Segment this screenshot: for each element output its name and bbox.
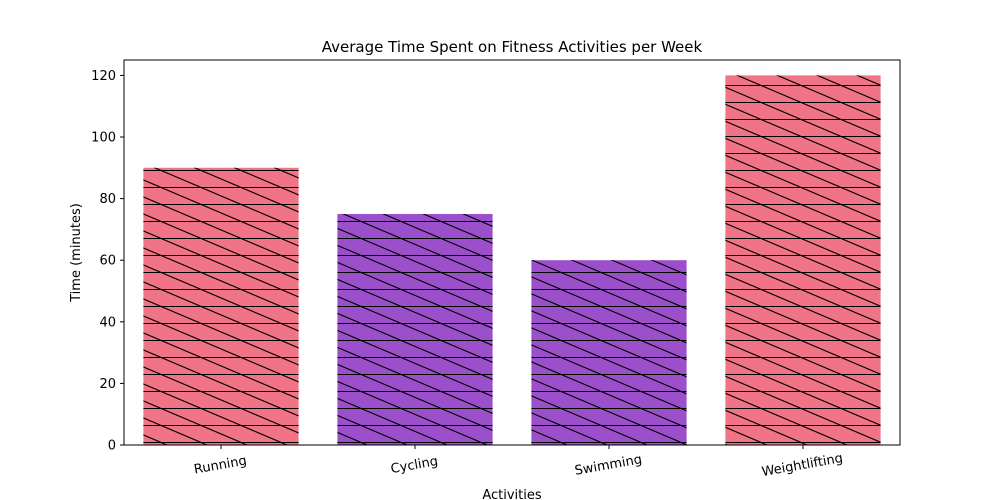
y-axis-label: Time (minutes) — [69, 203, 84, 303]
y-tick-label: 40 — [99, 315, 116, 330]
y-tick-label: 0 — [108, 439, 116, 454]
chart-title: Average Time Spent on Fitness Activities… — [322, 38, 703, 56]
x-tick-label: Running — [193, 454, 248, 478]
y-tick-label: 80 — [99, 192, 116, 207]
y-tick-label: 120 — [91, 69, 116, 84]
y-axis-ticks: 0 20 40 60 80 100 120 — [91, 69, 124, 454]
bar-hatch-weightlifting — [725, 75, 881, 446]
x-tick-label: Weightlifting — [761, 451, 844, 480]
bar-hatch-swimming — [531, 260, 687, 445]
x-axis-ticks: Running Cycling Swimming Weightlifting — [193, 445, 844, 480]
bar-hatch-cycling — [337, 214, 493, 445]
y-tick-label: 100 — [91, 131, 116, 146]
y-tick-label: 20 — [99, 377, 116, 392]
x-axis-label: Activities — [482, 488, 542, 500]
bar-hatch-running — [143, 167, 299, 446]
bars-group — [143, 75, 881, 446]
y-tick-label: 60 — [99, 254, 116, 269]
plot-frame — [123, 59, 901, 446]
x-tick-label: Cycling — [390, 454, 440, 477]
x-tick-label: Swimming — [574, 452, 644, 479]
